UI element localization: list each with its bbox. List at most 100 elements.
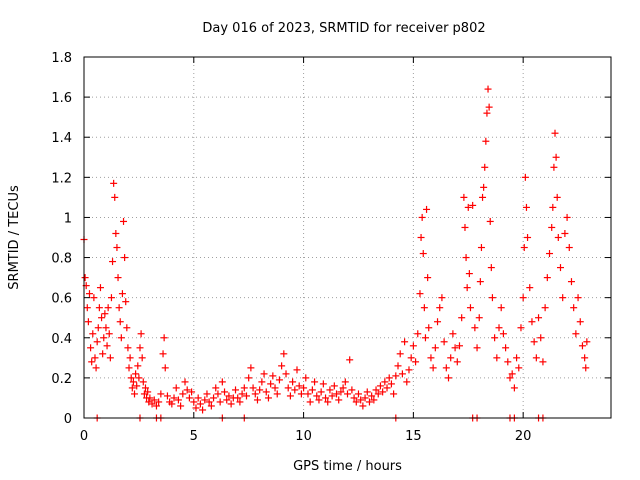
data-point xyxy=(201,396,209,404)
data-point xyxy=(504,358,512,366)
data-point xyxy=(304,390,312,398)
data-point xyxy=(94,324,102,332)
data-point xyxy=(124,344,132,352)
data-point xyxy=(350,394,358,402)
data-point xyxy=(549,203,557,211)
data-point xyxy=(84,318,92,326)
data-point xyxy=(306,398,314,406)
data-point xyxy=(330,382,338,390)
data-point xyxy=(515,364,523,372)
data-point xyxy=(414,330,422,338)
data-point xyxy=(262,388,270,396)
data-point xyxy=(324,398,332,406)
data-point xyxy=(125,364,133,372)
data-point xyxy=(212,384,220,392)
data-point xyxy=(238,390,246,398)
data-point xyxy=(223,396,231,404)
data-point xyxy=(170,394,178,402)
data-point xyxy=(419,250,427,258)
data-point xyxy=(333,390,341,398)
data-point xyxy=(434,318,442,326)
data-point xyxy=(551,129,559,137)
data-point xyxy=(240,384,248,392)
data-point xyxy=(295,382,303,390)
data-point xyxy=(155,398,163,406)
data-point xyxy=(245,374,253,382)
data-point xyxy=(392,372,400,380)
data-point xyxy=(581,354,589,362)
data-point xyxy=(218,378,226,386)
data-point xyxy=(101,310,109,318)
data-point xyxy=(339,384,347,392)
data-point xyxy=(247,364,255,372)
data-point xyxy=(258,378,266,386)
data-point xyxy=(105,330,113,338)
data-point xyxy=(302,374,310,382)
data-point xyxy=(574,294,582,302)
data-point xyxy=(322,394,330,402)
data-point xyxy=(131,390,139,398)
data-point xyxy=(192,404,200,412)
data-point xyxy=(210,394,218,402)
data-point xyxy=(495,324,503,332)
data-point xyxy=(111,193,119,201)
y-tick-label: 1.4 xyxy=(51,131,72,146)
data-point xyxy=(532,354,540,362)
data-point xyxy=(412,358,420,366)
data-point xyxy=(548,223,556,231)
data-point xyxy=(286,392,294,400)
y-tick-label: 1.2 xyxy=(51,171,72,186)
data-point xyxy=(473,344,481,352)
data-point xyxy=(485,103,493,111)
data-point xyxy=(181,378,189,386)
data-point xyxy=(90,294,98,302)
data-point xyxy=(387,380,395,388)
data-point xyxy=(319,380,327,388)
data-point xyxy=(449,330,457,338)
data-point xyxy=(576,318,584,326)
data-point xyxy=(431,344,439,352)
data-point xyxy=(152,402,160,410)
data-point xyxy=(236,398,244,406)
data-point xyxy=(541,304,549,312)
data-point xyxy=(344,390,351,398)
data-point xyxy=(106,354,114,362)
data-point xyxy=(137,330,145,338)
data-point xyxy=(92,364,100,372)
data-point xyxy=(396,350,404,358)
data-point xyxy=(282,370,290,378)
data-point xyxy=(205,398,213,406)
data-point xyxy=(249,384,257,392)
data-point xyxy=(117,334,125,342)
data-point xyxy=(519,294,527,302)
data-point xyxy=(341,378,349,386)
data-point xyxy=(163,392,171,400)
data-point xyxy=(539,358,547,366)
data-point xyxy=(361,394,369,402)
data-point xyxy=(159,350,167,358)
data-point xyxy=(381,378,389,386)
data-point xyxy=(416,290,424,298)
data-point xyxy=(203,390,211,398)
data-point xyxy=(346,356,354,364)
data-point xyxy=(300,384,308,392)
data-point xyxy=(582,364,590,372)
data-point xyxy=(359,402,367,410)
data-point xyxy=(535,314,543,322)
data-point xyxy=(313,392,321,400)
data-point xyxy=(136,344,144,352)
data-point xyxy=(183,386,191,394)
data-point xyxy=(513,354,521,362)
data-point xyxy=(552,153,560,161)
data-point xyxy=(488,294,496,302)
data-point xyxy=(365,398,373,406)
data-point xyxy=(440,338,448,346)
data-point xyxy=(88,358,96,366)
data-point xyxy=(242,392,250,400)
x-tick-label: 0 xyxy=(80,429,88,444)
data-point xyxy=(225,392,233,400)
data-point xyxy=(556,264,564,272)
data-point xyxy=(196,400,204,408)
data-point xyxy=(517,324,525,332)
data-point xyxy=(95,304,103,312)
